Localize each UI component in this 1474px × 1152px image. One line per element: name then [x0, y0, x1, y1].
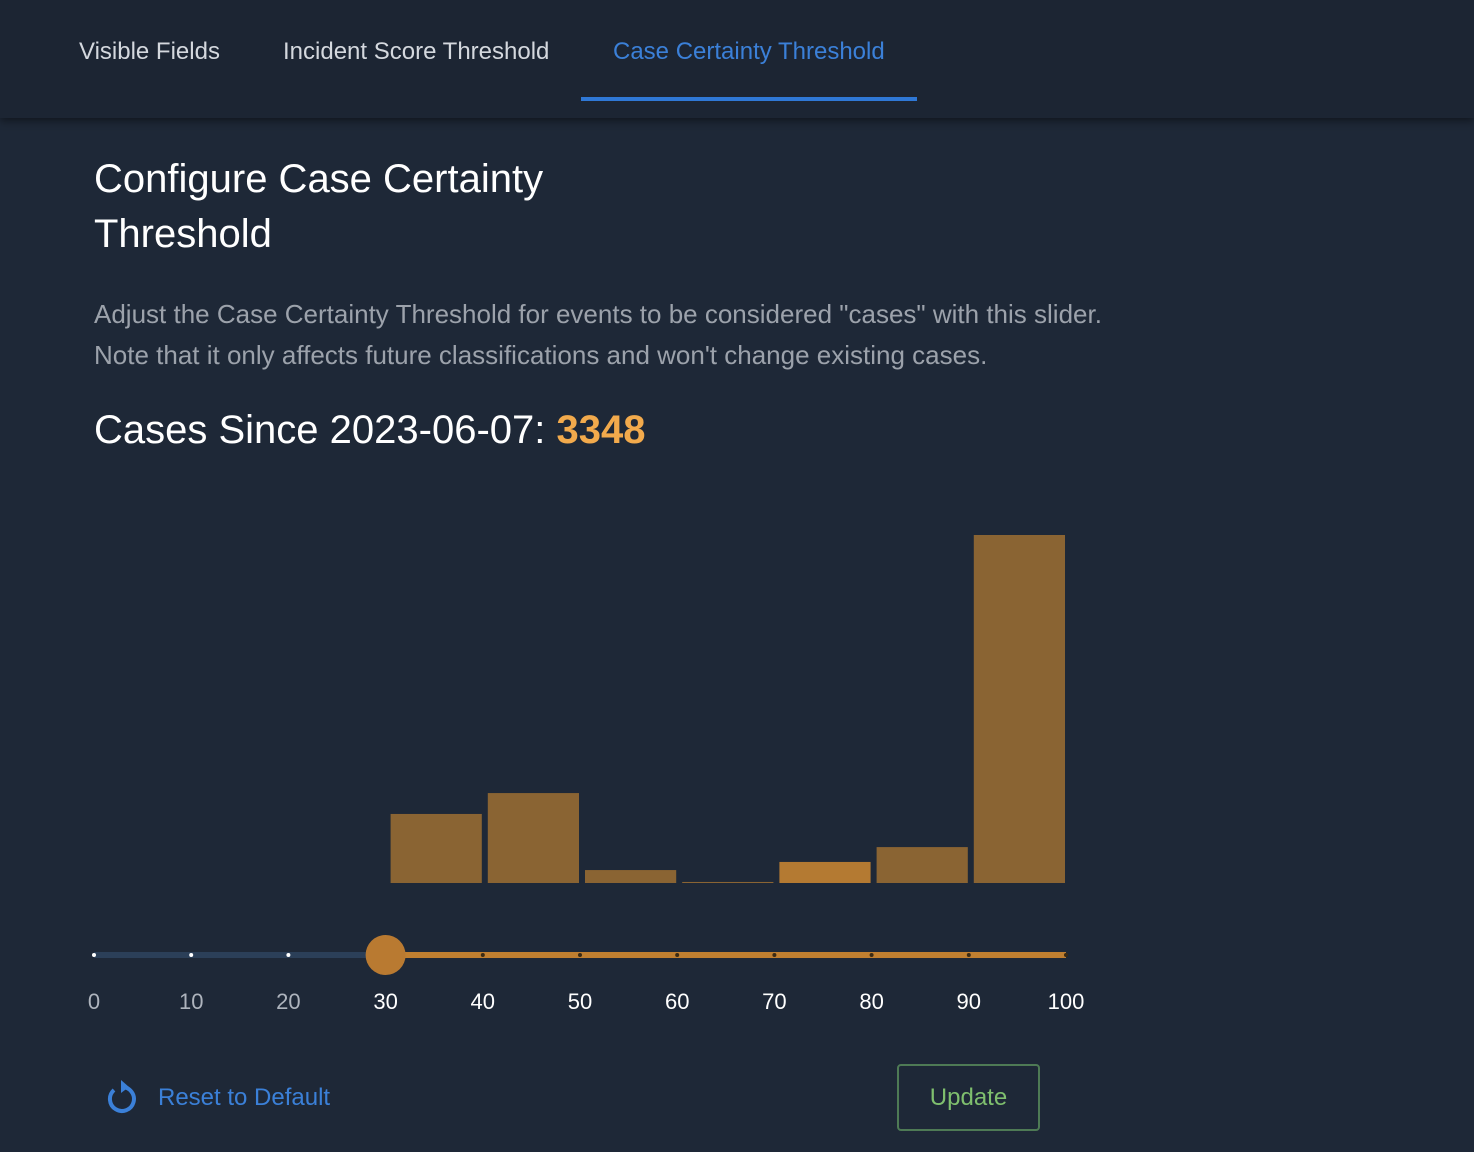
slider-tick-label: 40 [471, 989, 495, 1014]
slider-tick-label: 60 [665, 989, 689, 1014]
slider-tick [675, 953, 680, 957]
cases-summary: Cases Since 2023-06-07: 3348 [94, 408, 646, 453]
histogram-bar [390, 813, 482, 883]
histogram-bar [487, 793, 579, 883]
reset-label: Reset to Default [158, 1084, 331, 1111]
slider-tick [286, 953, 291, 957]
slider-tick-label: 50 [568, 989, 592, 1014]
slider-tick [189, 953, 194, 957]
slider-tick [869, 953, 874, 957]
histogram-bar [779, 861, 871, 883]
slider-thumb[interactable] [365, 935, 406, 975]
slider-tick-label: 30 [373, 989, 397, 1014]
slider-tick [1064, 953, 1068, 957]
description: Adjust the Case Certainty Threshold for … [94, 294, 1102, 376]
slider-tick [772, 953, 777, 957]
slider-tick-label: 70 [762, 989, 786, 1014]
description-line: Note that it only affects future classif… [94, 340, 988, 370]
histogram-bar [973, 535, 1065, 883]
histogram-bar [585, 870, 677, 883]
update-button[interactable]: Update [897, 1064, 1040, 1131]
slider-tick [92, 953, 96, 957]
slider-tick-label: 90 [957, 989, 981, 1014]
heading: Configure Case Certainty Threshold [94, 157, 544, 256]
slider-tick-label: 100 [1048, 989, 1085, 1014]
description-line: Adjust the Case Certainty Threshold for … [94, 299, 1102, 329]
tab-bar: Visible Fields Incident Score Threshold … [0, 0, 1474, 118]
reset-icon [107, 1080, 136, 1113]
reset-button[interactable]: Reset to Default [104, 1078, 330, 1118]
active-tab-indicator [581, 97, 917, 101]
tab[interactable]: Incident Score Threshold [283, 38, 550, 65]
slider-tick [480, 953, 485, 957]
slider-tick [966, 953, 971, 957]
slider-tick-label: 10 [179, 989, 203, 1014]
tab[interactable]: Case Certainty Threshold [613, 38, 885, 65]
histogram-bar [682, 881, 774, 883]
tab[interactable]: Visible Fields [79, 38, 220, 65]
slider-tick-label: 0 [88, 989, 100, 1014]
slider-tick [578, 953, 582, 957]
slider-tick-label: 80 [859, 989, 883, 1014]
cases-count: 3348 [556, 408, 646, 452]
histogram-bar [876, 847, 968, 883]
slider-tick-label: 20 [276, 989, 300, 1014]
cases-label: Cases Since 2023-06-07: [94, 408, 546, 452]
